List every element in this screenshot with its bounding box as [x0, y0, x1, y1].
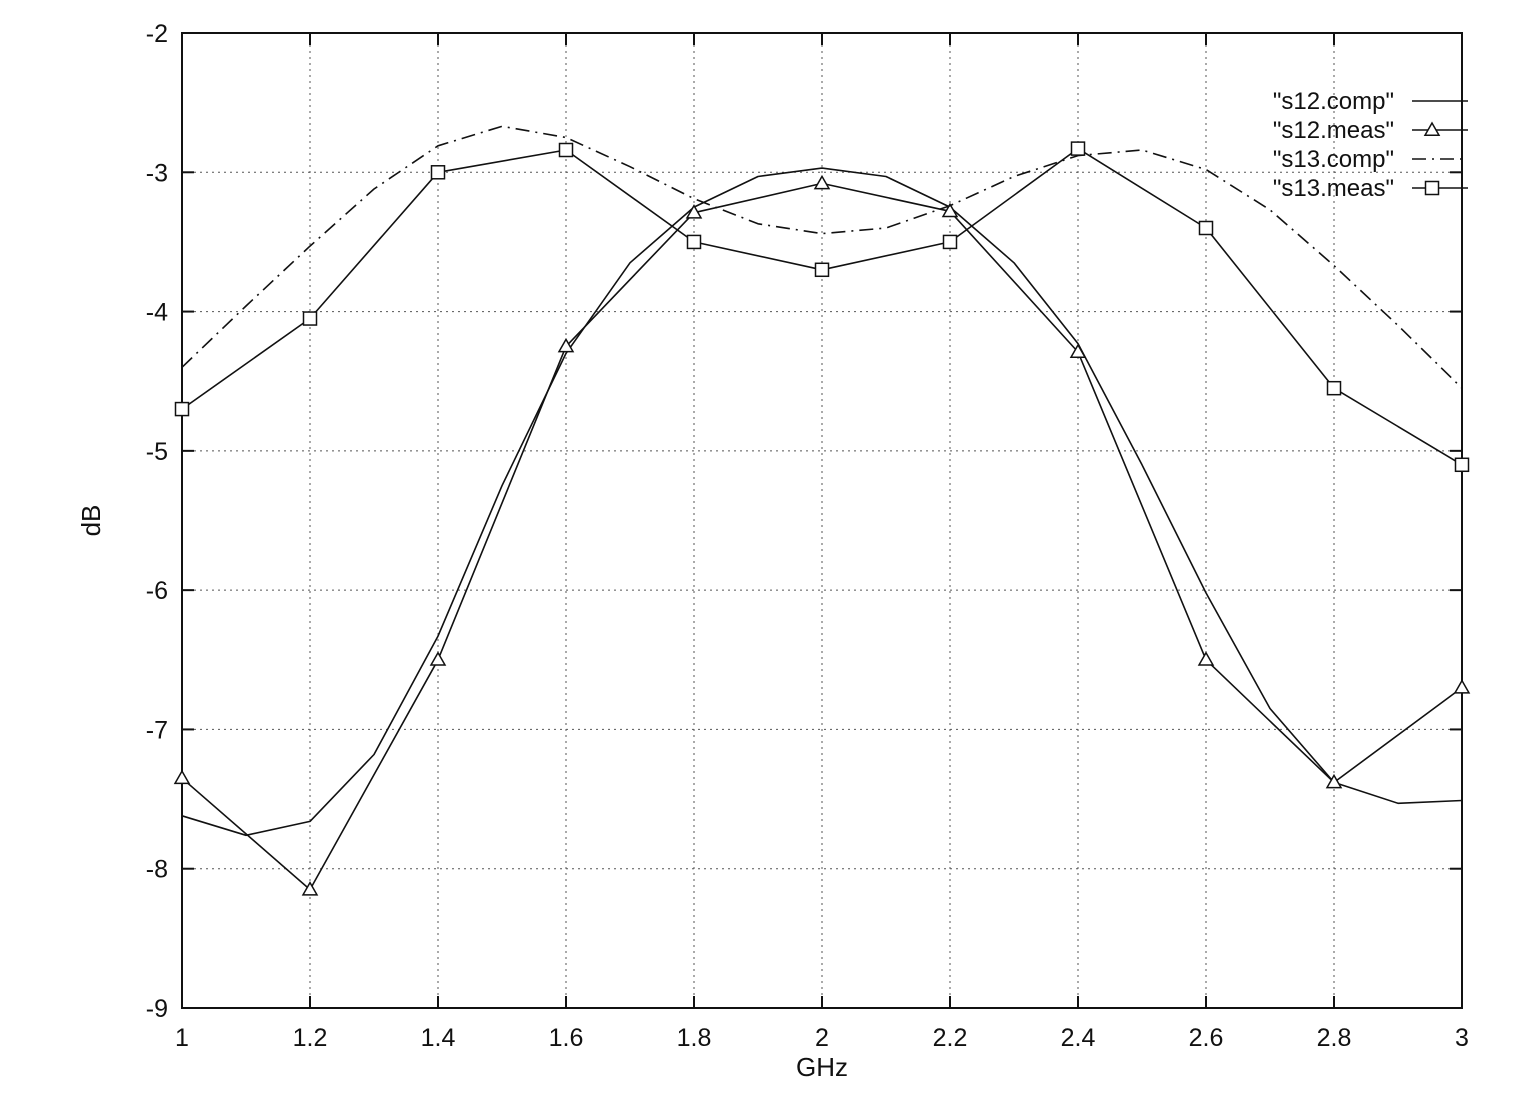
x-tick-label: 1.6 [549, 1024, 584, 1052]
data-point [1453, 679, 1471, 694]
data-point [1326, 380, 1342, 396]
x-tick-label: 1 [175, 1024, 189, 1052]
series-3 [174, 141, 1470, 473]
data-point [558, 142, 574, 158]
data-point [1069, 343, 1087, 358]
y-tick-label: -6 [146, 577, 168, 605]
x-tick-label: 2 [815, 1024, 829, 1052]
y-tick-label: -7 [146, 716, 168, 744]
y-tick-label: -5 [146, 438, 168, 466]
data-point [941, 202, 959, 218]
data-point [1198, 220, 1214, 236]
y-tick-label: -4 [146, 299, 168, 327]
series-0 [181, 167, 1463, 837]
legend-label: "s13.comp" [1273, 146, 1394, 173]
y-tick-label: -8 [146, 856, 168, 884]
x-tick-label: 1.8 [677, 1024, 712, 1052]
data-point [301, 881, 319, 896]
series-line [181, 167, 1463, 837]
x-axis-label: GHz [796, 1052, 848, 1082]
data-point [557, 337, 575, 353]
legend-label: "s12.comp" [1273, 88, 1394, 115]
x-tick-label: 2.6 [1189, 1024, 1224, 1052]
y-axis-label: dB [76, 505, 106, 537]
series-layer [173, 125, 1471, 896]
grid-lines [182, 33, 1462, 1008]
data-point [429, 651, 447, 666]
y-tick-label: -2 [146, 20, 168, 48]
x-tick-label: 2.8 [1317, 1024, 1352, 1052]
y-tick-label: -3 [146, 159, 168, 187]
x-tick-label: 2.4 [1061, 1024, 1096, 1052]
series-line [181, 125, 1463, 389]
legend-marker [1424, 180, 1440, 196]
data-point [685, 204, 703, 219]
data-point [1325, 773, 1343, 789]
series-2 [181, 125, 1463, 389]
data-point [430, 165, 446, 180]
data-point [814, 262, 830, 278]
x-tick-label: 1.4 [421, 1024, 456, 1052]
legend-item: "s13.meas" [1273, 175, 1468, 202]
data-point [1454, 457, 1470, 473]
axis-ticks: 1 1.2 1.4 1.6 1.8 2 2.2 2.4 2.6 2.8 3 -2 -3 -4 -5 -6 -7 -… [146, 20, 1469, 1052]
data-point [686, 234, 702, 250]
data-point [1197, 651, 1215, 666]
data-point [173, 769, 191, 785]
legend-label: "s13.meas" [1273, 175, 1394, 202]
legend-label: "s12.meas" [1273, 117, 1394, 144]
data-point [174, 401, 190, 417]
legend-item: "s12.meas" [1273, 117, 1468, 144]
data-point [302, 311, 318, 326]
legend-item: "s13.comp" [1273, 146, 1468, 173]
data-point [942, 234, 958, 250]
x-tick-label: 3 [1455, 1024, 1469, 1052]
legend-marker [1423, 121, 1441, 136]
x-tick-label: 2.2 [933, 1024, 968, 1052]
series-1 [173, 174, 1471, 896]
data-point [1070, 141, 1086, 156]
y-tick-label: -9 [146, 995, 168, 1023]
legend-item: "s12.comp" [1273, 88, 1468, 115]
legend: "s12.comp""s12.meas""s13.comp""s13.meas" [1273, 88, 1468, 202]
data-point [813, 174, 831, 190]
x-tick-label: 1.2 [293, 1024, 328, 1052]
